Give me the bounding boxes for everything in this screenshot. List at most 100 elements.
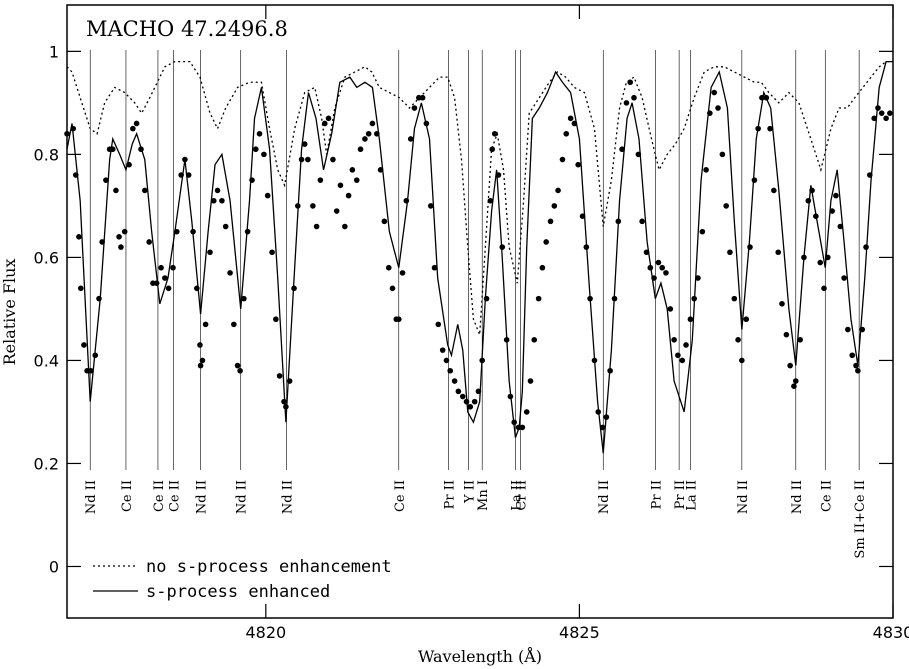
data-point: [771, 187, 777, 194]
data-point: [821, 285, 827, 292]
data-point: [683, 342, 689, 348]
data-point: [305, 156, 311, 163]
data-point: [158, 264, 164, 271]
data-point: [503, 337, 510, 343]
data-point: [222, 223, 229, 230]
data-point: [878, 110, 885, 116]
data-point: [535, 295, 542, 302]
data-point: [647, 264, 654, 271]
data-point: [165, 285, 172, 292]
data-point: [627, 79, 634, 86]
y-axis-label: Relative Flux: [0, 259, 19, 366]
line-id-label: Nd II: [84, 480, 99, 514]
data-point: [679, 357, 686, 364]
data-point: [241, 295, 247, 302]
data-point: [483, 295, 490, 302]
data-point: [407, 136, 414, 142]
data-point: [199, 357, 206, 364]
data-point: [385, 264, 392, 271]
data-point: [118, 244, 124, 250]
line-id-label: Pr II: [649, 480, 664, 509]
data-point: [813, 213, 819, 220]
data-point: [153, 280, 160, 286]
data-point: [295, 203, 301, 209]
data-point: [301, 141, 308, 147]
data-point: [817, 259, 824, 266]
data-point: [859, 326, 866, 333]
data-point: [345, 192, 352, 199]
data-point: [138, 146, 144, 153]
y-tick-label: 1: [49, 42, 59, 61]
data-point: [579, 213, 586, 220]
data-point: [447, 367, 454, 374]
data-point: [755, 125, 761, 132]
data-point: [583, 244, 590, 250]
x-tick-label: 4830: [873, 623, 909, 642]
data-point: [419, 94, 426, 101]
data-point: [735, 337, 741, 343]
data-point: [210, 197, 217, 204]
data-point: [792, 378, 799, 384]
data-point: [809, 187, 815, 194]
data-point: [743, 316, 750, 323]
data-point: [76, 234, 82, 240]
data-point: [687, 316, 694, 323]
data-point: [547, 218, 554, 225]
data-point: [727, 249, 733, 256]
data-point: [435, 321, 442, 328]
data-point: [261, 151, 267, 158]
data-point: [252, 146, 259, 153]
line-id-label: Nd II: [195, 480, 210, 514]
y-tick-label: 0.6: [34, 248, 59, 267]
data-point: [691, 295, 697, 302]
data-point: [190, 228, 196, 235]
data-point: [567, 115, 574, 122]
data-point: [283, 403, 289, 410]
data-point: [170, 264, 176, 271]
data-point: [141, 187, 148, 194]
data-point: [845, 326, 851, 333]
data-point: [459, 393, 466, 400]
data-point: [467, 403, 474, 410]
data-point: [555, 187, 561, 194]
line-id-label: Y II: [462, 480, 477, 504]
data-point: [539, 264, 546, 271]
data-point: [317, 177, 324, 183]
data-point: [231, 321, 237, 328]
data-point: [116, 234, 122, 240]
data-point: [77, 285, 84, 292]
x-axis-label: Wavelength (Å): [418, 646, 542, 666]
data-point: [133, 120, 140, 127]
data-point: [863, 244, 869, 250]
data-point: [162, 275, 168, 281]
data-point: [853, 362, 859, 369]
line-id-label: Nd II: [736, 480, 751, 514]
data-point: [763, 94, 770, 101]
data-point: [411, 105, 418, 111]
line-id-label: La II: [684, 480, 699, 511]
data-point: [463, 398, 470, 405]
data-point: [711, 89, 718, 96]
data-point: [675, 352, 681, 359]
data-point: [310, 203, 316, 209]
data-point: [88, 367, 94, 374]
data-point: [113, 187, 119, 194]
data-point: [849, 352, 856, 359]
data-point: [330, 156, 336, 163]
data-point: [787, 362, 793, 369]
data-point: [381, 218, 388, 225]
data-point: [298, 156, 305, 163]
data-point: [667, 306, 674, 312]
data-point: [286, 378, 293, 384]
data-point: [719, 151, 726, 158]
data-point: [431, 264, 438, 271]
data-point: [871, 115, 877, 122]
data-point: [747, 244, 753, 250]
data-point: [671, 337, 677, 343]
data-point: [595, 409, 602, 415]
data-point: [146, 239, 152, 245]
line-id-label: Ce II: [120, 480, 135, 512]
data-point: [499, 244, 506, 250]
data-point: [695, 275, 701, 281]
data-point: [801, 254, 807, 261]
